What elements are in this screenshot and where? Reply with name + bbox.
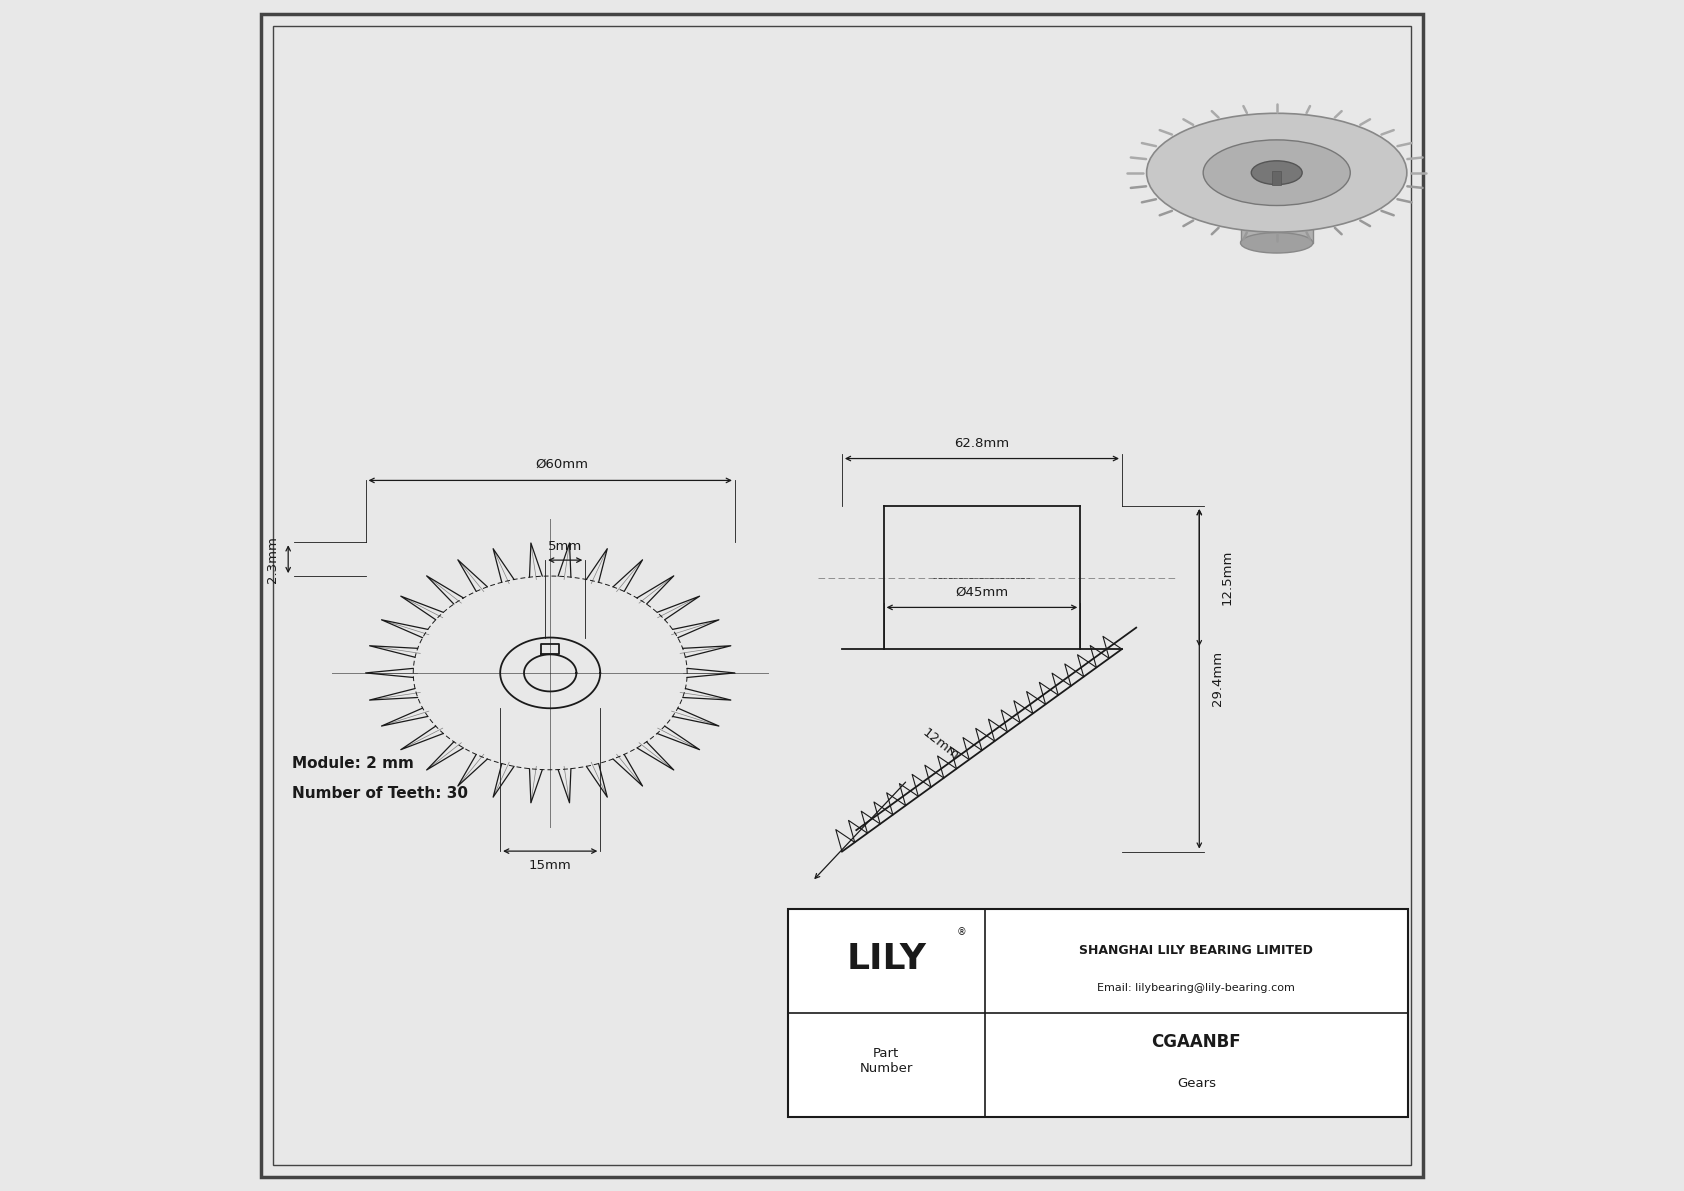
- Text: ®: ®: [957, 927, 967, 936]
- Text: 62.8mm: 62.8mm: [955, 437, 1009, 450]
- Ellipse shape: [1202, 139, 1351, 206]
- Text: CGAANBF: CGAANBF: [1152, 1033, 1241, 1052]
- Ellipse shape: [1241, 232, 1314, 252]
- Ellipse shape: [1251, 161, 1302, 185]
- Text: Module: 2 mm: Module: 2 mm: [291, 756, 414, 772]
- Bar: [1271, 172, 1282, 185]
- Text: Number of Teeth: 30: Number of Teeth: 30: [291, 786, 468, 802]
- Text: SHANGHAI LILY BEARING LIMITED: SHANGHAI LILY BEARING LIMITED: [1079, 944, 1314, 956]
- Text: Email: lilybearing@lily-bearing.com: Email: lilybearing@lily-bearing.com: [1098, 983, 1295, 993]
- Text: Ø60mm: Ø60mm: [536, 457, 589, 470]
- Bar: [788, 909, 1408, 1117]
- Text: 5mm: 5mm: [547, 540, 583, 553]
- Ellipse shape: [1147, 113, 1406, 232]
- Text: Gears: Gears: [1177, 1078, 1216, 1090]
- Text: 12mm: 12mm: [919, 725, 962, 762]
- Text: 12.5mm: 12.5mm: [1221, 550, 1234, 605]
- Text: Ø45mm: Ø45mm: [955, 586, 1009, 599]
- Bar: [1241, 193, 1314, 243]
- Text: 15mm: 15mm: [529, 860, 571, 873]
- Text: LILY: LILY: [845, 942, 926, 975]
- Text: Part
Number: Part Number: [859, 1047, 913, 1075]
- Text: 29.4mm: 29.4mm: [1211, 651, 1224, 706]
- Text: 2.3mm: 2.3mm: [266, 536, 278, 582]
